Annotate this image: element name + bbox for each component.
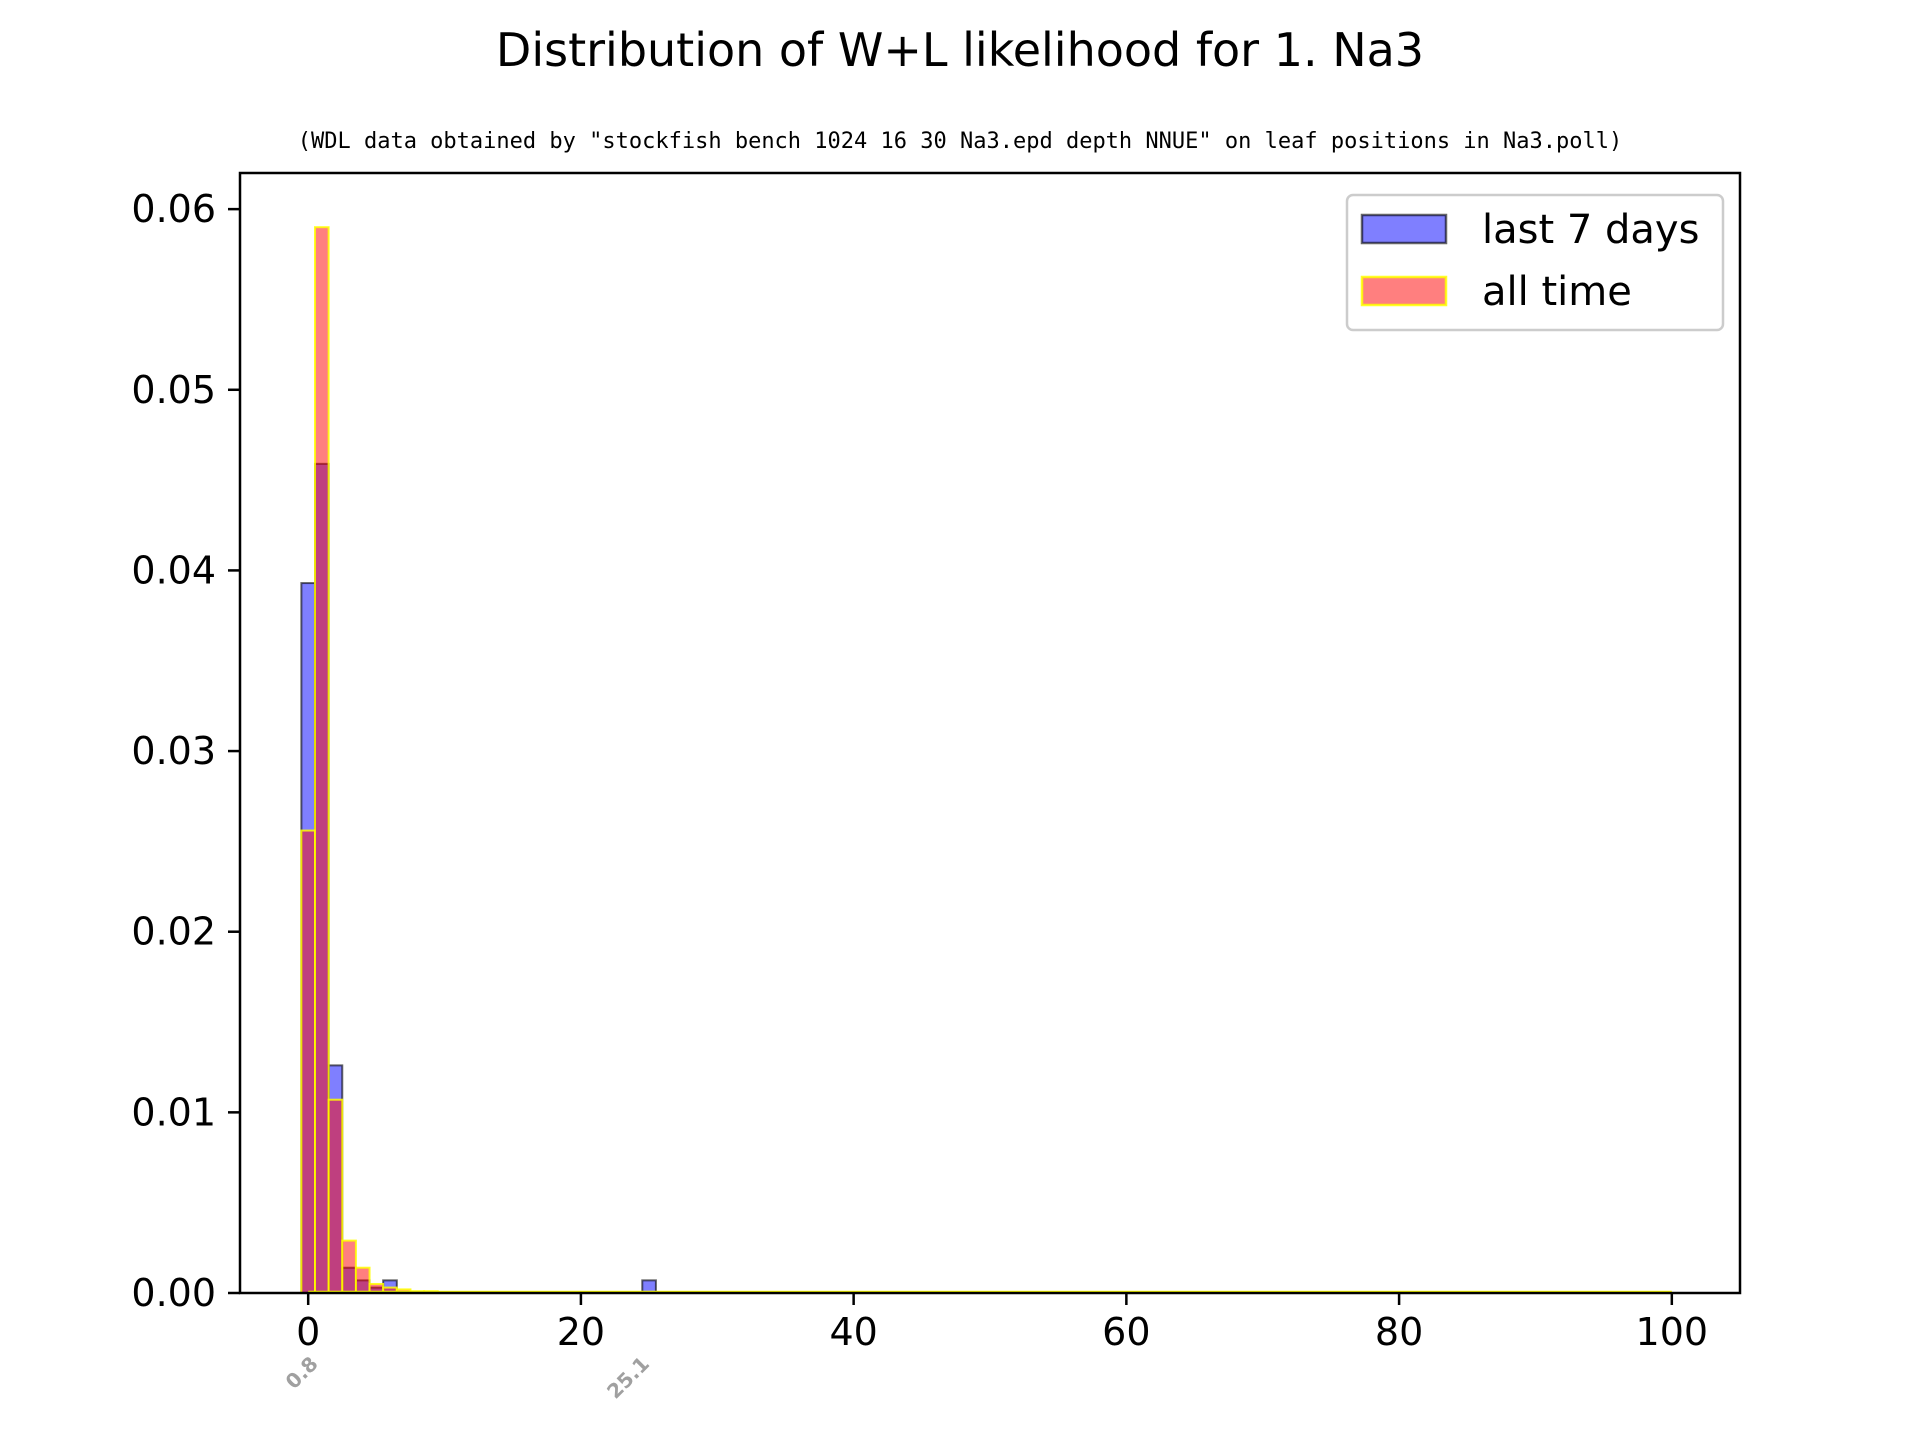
y-tick-label: 0.00 (131, 1271, 216, 1315)
y-tick-label: 0.04 (131, 548, 216, 592)
histogram-bar-alltime-3 (341, 1239, 357, 1295)
legend-swatch-1 (1360, 275, 1448, 307)
bars-layer (300, 226, 657, 1295)
chart-subtitle: (WDL data obtained by "stockfish bench 1… (298, 129, 1623, 154)
legend-label-1: all time (1482, 269, 1632, 315)
y-axis: 0.00 0.01 0.02 0.03 0.04 0.05 0.06 (131, 187, 240, 1315)
x-tick-label: 0 (296, 1310, 320, 1354)
marker-layer: 0.8 25.1 (281, 1352, 654, 1404)
x-tick-label: 60 (1102, 1310, 1150, 1354)
histogram-bar-alltime-4 (354, 1266, 371, 1295)
histogram-bar-alltime-1 (314, 226, 330, 1294)
y-tick-label: 0.02 (131, 910, 216, 954)
x-tick-label: 40 (829, 1310, 877, 1354)
x-tick-label: 20 (557, 1310, 605, 1354)
legend-label-0: last 7 days (1482, 207, 1699, 253)
y-tick-label: 0.01 (131, 1090, 216, 1134)
y-tick-label: 0.06 (131, 187, 216, 231)
legend-swatch-0 (1360, 213, 1448, 245)
x-axis: 0 20 40 60 80 100 (296, 1293, 1708, 1354)
y-tick-label: 0.03 (131, 729, 216, 773)
x-tick-label: 80 (1375, 1310, 1423, 1354)
marker-label: 25.1 (602, 1352, 654, 1404)
chart-title: Distribution of W+L likelihood for 1. Na… (496, 23, 1424, 77)
plot-area-frame (238, 171, 1742, 1295)
histogram-bar-alltime-0 (300, 829, 317, 1294)
y-tick-label: 0.05 (131, 368, 216, 412)
marker-label: 0.8 (281, 1352, 323, 1394)
x-tick-label: 100 (1636, 1310, 1709, 1354)
histogram-bar-alltime-2 (327, 1098, 344, 1295)
legend: last 7 days all time (1345, 193, 1725, 332)
